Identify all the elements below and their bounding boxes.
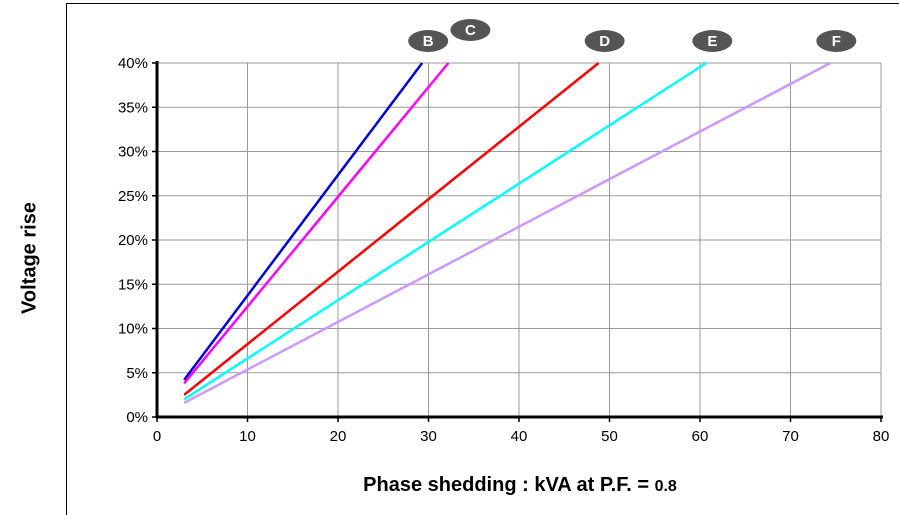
x-tick-label: 20 — [330, 428, 347, 445]
series-badge-F — [816, 30, 857, 52]
series-line-E — [183, 61, 708, 401]
y-tick-label: 35% — [118, 99, 148, 116]
tick-labels: 0 10 20 30 40 50 60 70 80 0% 5% 10% 15% 20% 25% 30% 35% 4… — [118, 55, 889, 445]
y-tick-label: 0% — [126, 409, 148, 426]
series-badge-label-F: F — [832, 33, 841, 50]
series-badge-B — [408, 30, 449, 52]
x-tick-label: 80 — [873, 428, 890, 445]
x-axis-label-value: 0.8 — [654, 478, 677, 495]
y-tick-label: 25% — [118, 188, 148, 205]
x-tick-label: 40 — [511, 428, 528, 445]
x-tick-label: 50 — [601, 428, 618, 445]
x-tick-label: 10 — [239, 428, 256, 445]
x-tick-label: 60 — [692, 428, 709, 445]
grid-lines — [157, 62, 882, 417]
series-line-B — [183, 62, 424, 381]
y-tick-label: 30% — [118, 144, 148, 161]
y-tick-label: 15% — [118, 276, 148, 293]
series-line-D — [183, 62, 600, 396]
series-badge-E — [692, 30, 733, 52]
y-tick-label: 10% — [118, 321, 148, 338]
series-badge-label-B: B — [423, 33, 434, 50]
series-badges: B C D E F — [408, 19, 857, 52]
axes — [152, 61, 883, 422]
series-line-C — [183, 62, 450, 385]
chart-frame — [66, 3, 899, 515]
x-axis-label: Phase shedding : kVA at P.F. = 0.8 — [150, 474, 890, 497]
series-badge-label-E: E — [707, 33, 717, 50]
y-tick-label: 40% — [118, 55, 148, 72]
x-axis-label-text: Phase shedding : kVA at P.F. = — [363, 474, 655, 496]
series-badge-D — [584, 30, 625, 52]
series-badge-label-D: D — [599, 33, 610, 50]
y-tick-label: 20% — [118, 232, 148, 249]
series-badge-label-C: C — [465, 22, 476, 39]
x-tick-label: 30 — [420, 428, 437, 445]
y-tick-label: 5% — [126, 365, 148, 382]
series-lines — [183, 61, 831, 404]
x-tick-label: 0 — [153, 428, 161, 445]
series-badge-C — [450, 19, 491, 41]
series-line-F — [183, 61, 831, 404]
x-tick-label: 70 — [782, 428, 799, 445]
